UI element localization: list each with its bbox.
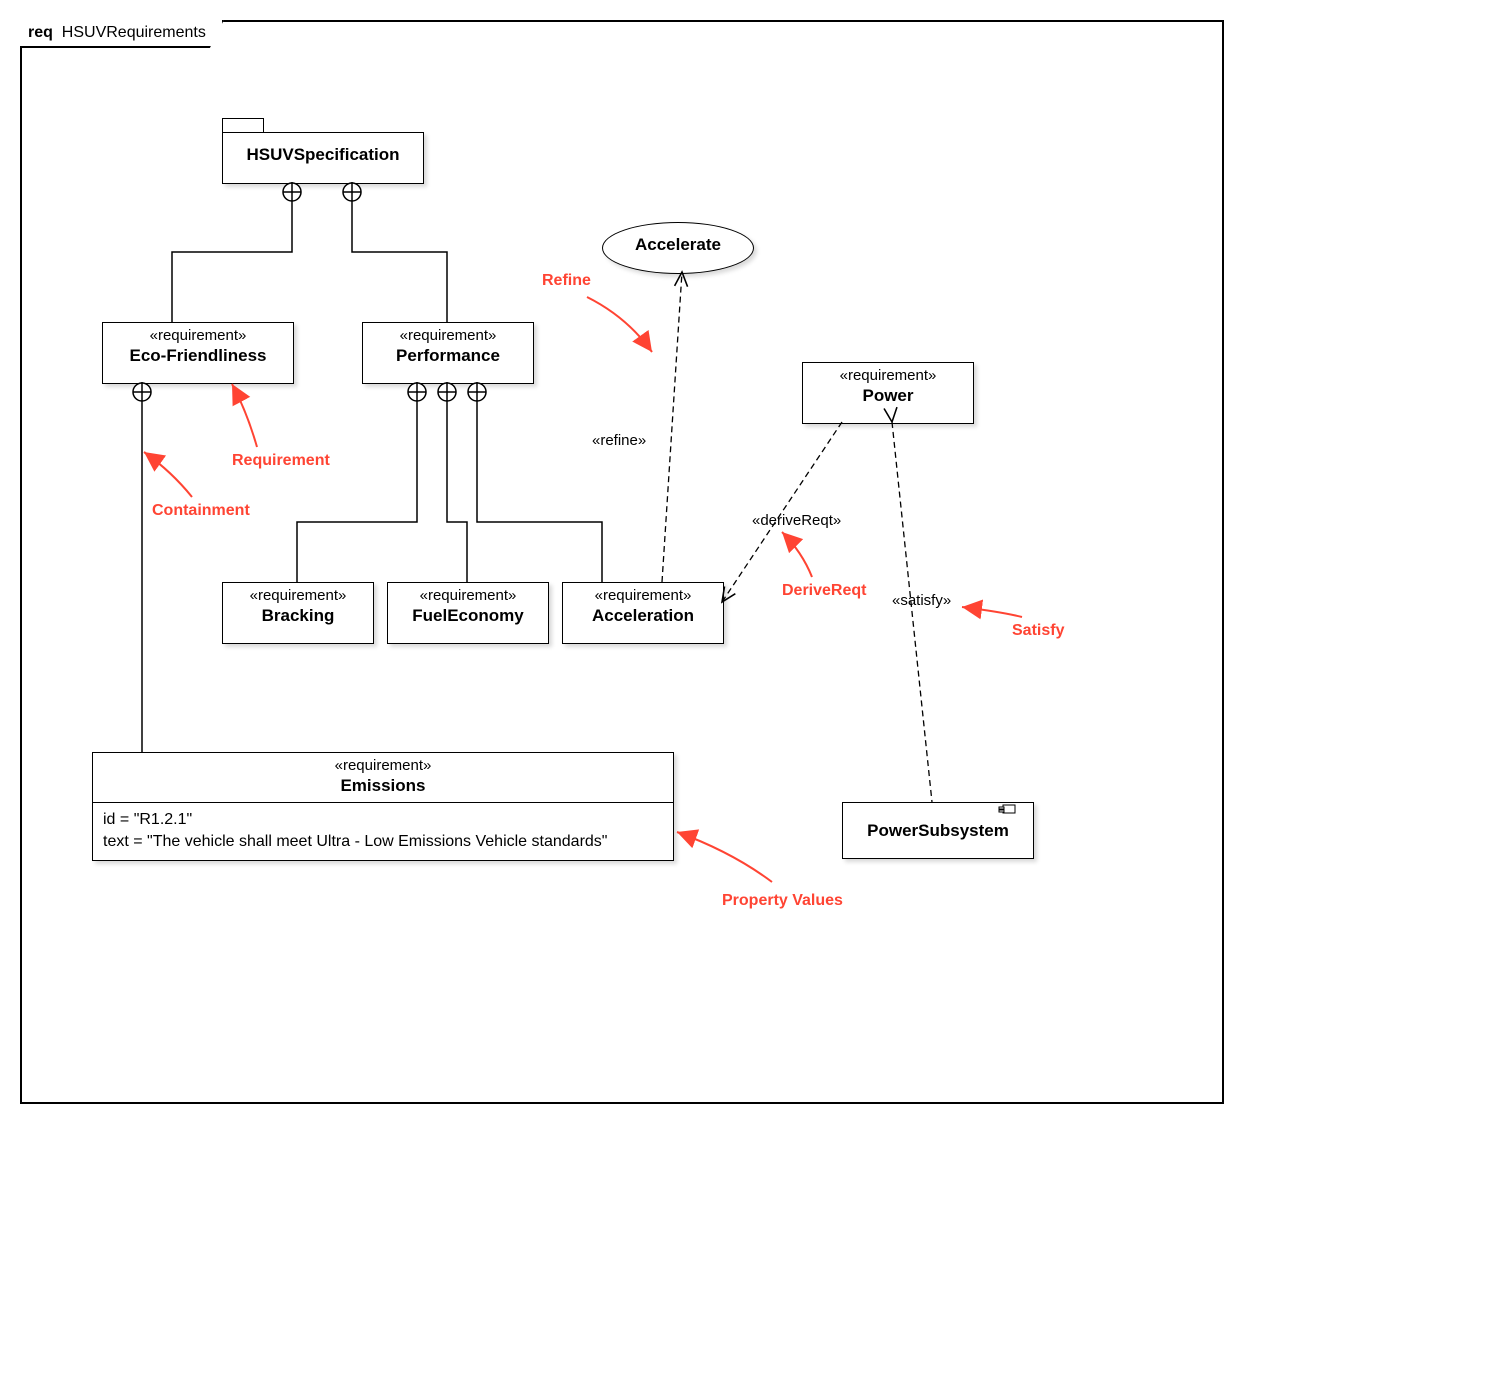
- diagram-frame: req HSUVRequirements HSUVSpecification «…: [20, 20, 1224, 1104]
- node-label: Emissions: [93, 774, 673, 802]
- node-label: Acceleration: [563, 604, 723, 632]
- node-emissions: «requirement» Emissions id = "R1.2.1" te…: [92, 752, 674, 861]
- node-bracking: «requirement» Bracking: [222, 582, 374, 644]
- edge-label-derive: «deriveReqt»: [752, 512, 841, 529]
- node-stereo: «requirement»: [388, 583, 548, 604]
- node-label: PowerSubsystem: [843, 821, 1033, 847]
- node-stereo: «requirement»: [803, 363, 973, 384]
- prop-text: text = "The vehicle shall meet Ultra - L…: [103, 831, 663, 853]
- node-stereo: «requirement»: [563, 583, 723, 604]
- prop-id: id = "R1.2.1": [103, 809, 663, 831]
- frame-name: HSUVRequirements: [62, 24, 206, 41]
- annotation-refine: Refine: [542, 272, 591, 290]
- annotation-propvals: Property Values: [722, 892, 843, 910]
- node-label: Accelerate: [603, 223, 753, 261]
- annotation-derive: DeriveReqt: [782, 582, 866, 600]
- node-eco-friendliness: «requirement» Eco-Friendliness: [102, 322, 294, 384]
- node-label: HSUVSpecification: [223, 133, 423, 171]
- node-performance: «requirement» Performance: [362, 322, 534, 384]
- frame-label: req HSUVRequirements: [20, 20, 224, 48]
- node-hsuvspecification: HSUVSpecification: [222, 132, 424, 184]
- node-power: «requirement» Power: [802, 362, 974, 424]
- edge-label-satisfy: «satisfy»: [892, 592, 951, 609]
- annotation-requirement: Requirement: [232, 452, 330, 470]
- node-label: Eco-Friendliness: [103, 344, 293, 372]
- annotation-satisfy: Satisfy: [1012, 622, 1064, 640]
- node-powersubsystem: PowerSubsystem: [842, 802, 1034, 859]
- node-fueleconomy: «requirement» FuelEconomy: [387, 582, 549, 644]
- node-properties: id = "R1.2.1" text = "The vehicle shall …: [93, 802, 673, 860]
- block-tab-icon: [843, 803, 1033, 821]
- frame-kind: req: [28, 24, 53, 41]
- annotation-containment: Containment: [152, 502, 250, 520]
- node-label: Power: [803, 384, 973, 412]
- node-label: FuelEconomy: [388, 604, 548, 632]
- node-stereo: «requirement»: [103, 323, 293, 344]
- node-accelerate-usecase: Accelerate: [602, 222, 754, 274]
- node-label: Bracking: [223, 604, 373, 632]
- connector-layer: [22, 22, 1222, 1102]
- node-stereo: «requirement»: [93, 753, 673, 774]
- node-label: Performance: [363, 344, 533, 372]
- node-stereo: «requirement»: [363, 323, 533, 344]
- node-stereo: «requirement»: [223, 583, 373, 604]
- node-acceleration: «requirement» Acceleration: [562, 582, 724, 644]
- edge-label-refine: «refine»: [592, 432, 646, 449]
